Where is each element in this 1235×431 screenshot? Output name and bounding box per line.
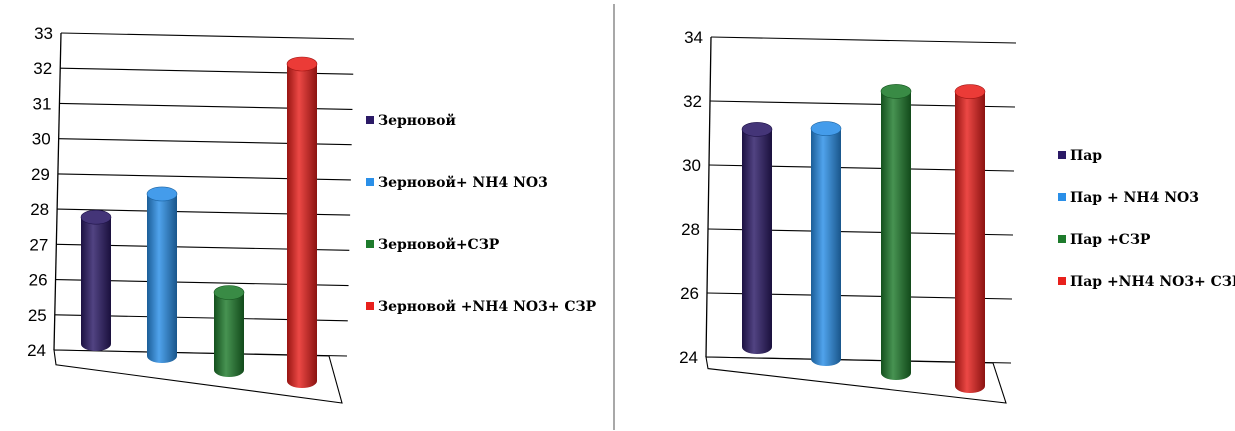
legend-swatch — [366, 178, 374, 186]
legend-swatch — [366, 116, 374, 124]
bar-2 — [810, 121, 842, 366]
chart-1: 24 25 26 27 28 29 30 31 32 33 Зерновой Зерновой+ NH… — [27, 24, 597, 404]
y-tick-label: 26 — [29, 271, 48, 290]
bar-top — [146, 186, 178, 202]
gridline — [60, 32, 355, 40]
legend-label: Зерновой+СЗР — [378, 236, 500, 253]
legend-swatch — [366, 302, 374, 310]
bar-body — [811, 128, 841, 366]
bar-top — [954, 84, 986, 99]
legend-swatch — [1058, 193, 1066, 201]
bar-top — [810, 121, 842, 136]
bar-2 — [146, 186, 178, 363]
legend-swatch — [1058, 151, 1066, 159]
bar-4 — [286, 56, 318, 388]
legend-2: Пар Пар + NH4 NO3 Пар +СЗР Пар +NH4 NO3+ СЗ… — [1058, 148, 1235, 290]
bar-top — [213, 285, 245, 300]
bar-top — [741, 122, 773, 137]
bar-1 — [741, 122, 773, 354]
bar-body — [881, 91, 911, 381]
y-tick-label: 33 — [34, 24, 53, 43]
y-tick-label: 27 — [29, 235, 48, 254]
y-tick-label: 25 — [28, 306, 47, 325]
y-tick-label: 28 — [30, 200, 49, 219]
gridline — [710, 36, 1017, 44]
legend-swatch — [366, 240, 374, 248]
y-tick-label: 34 — [684, 28, 703, 47]
bar-3 — [880, 84, 912, 381]
legend-swatch — [1058, 235, 1066, 243]
bar-body — [287, 64, 317, 388]
bar-1 — [80, 209, 112, 351]
bar-4 — [954, 84, 986, 393]
legend-label: Пар — [1070, 148, 1102, 164]
legend-label: Зерновой+ NH4 NO3 — [378, 174, 548, 191]
legend-swatch — [1058, 277, 1066, 285]
y-tick-label: 26 — [680, 284, 699, 303]
y-axis — [705, 36, 712, 358]
bar-top — [286, 56, 318, 72]
y-tick-label: 28 — [681, 220, 700, 239]
bar-body — [147, 193, 177, 363]
bar-body — [214, 292, 244, 377]
y-tick-label: 30 — [682, 156, 701, 175]
bar-3 — [213, 285, 245, 377]
y-tick-label: 30 — [32, 130, 51, 149]
chart-2: 24 26 28 30 32 34 Пар Пар + NH4 NO3 Пар +СЗР Пар … — [679, 28, 1235, 404]
y-tick-label: 32 — [33, 59, 52, 78]
legend-label: Зерновой +NH4 NO3+ СЗР — [378, 298, 597, 315]
bar-body — [955, 91, 985, 393]
legend-label: Зерновой — [378, 112, 456, 129]
y-tick-label: 31 — [33, 94, 52, 113]
legend-label: Пар +СЗР — [1070, 232, 1151, 248]
bar-top — [880, 84, 912, 99]
y-tick-label: 29 — [31, 165, 50, 184]
y-axis — [53, 32, 62, 351]
bar-body — [81, 217, 111, 351]
bar-top — [80, 209, 112, 225]
y-tick-label: 24 — [27, 341, 46, 360]
y-tick-label: 24 — [679, 348, 698, 367]
legend-label: Пар +NH4 NO3+ СЗР — [1070, 274, 1235, 290]
bar-body — [742, 129, 772, 354]
y-tick-label: 32 — [683, 92, 702, 111]
legend-label: Пар + NH4 NO3 — [1070, 190, 1199, 206]
legend-1: Зерновой Зерновой+ NH4 NO3 Зерновой+СЗР Зер… — [366, 112, 597, 315]
